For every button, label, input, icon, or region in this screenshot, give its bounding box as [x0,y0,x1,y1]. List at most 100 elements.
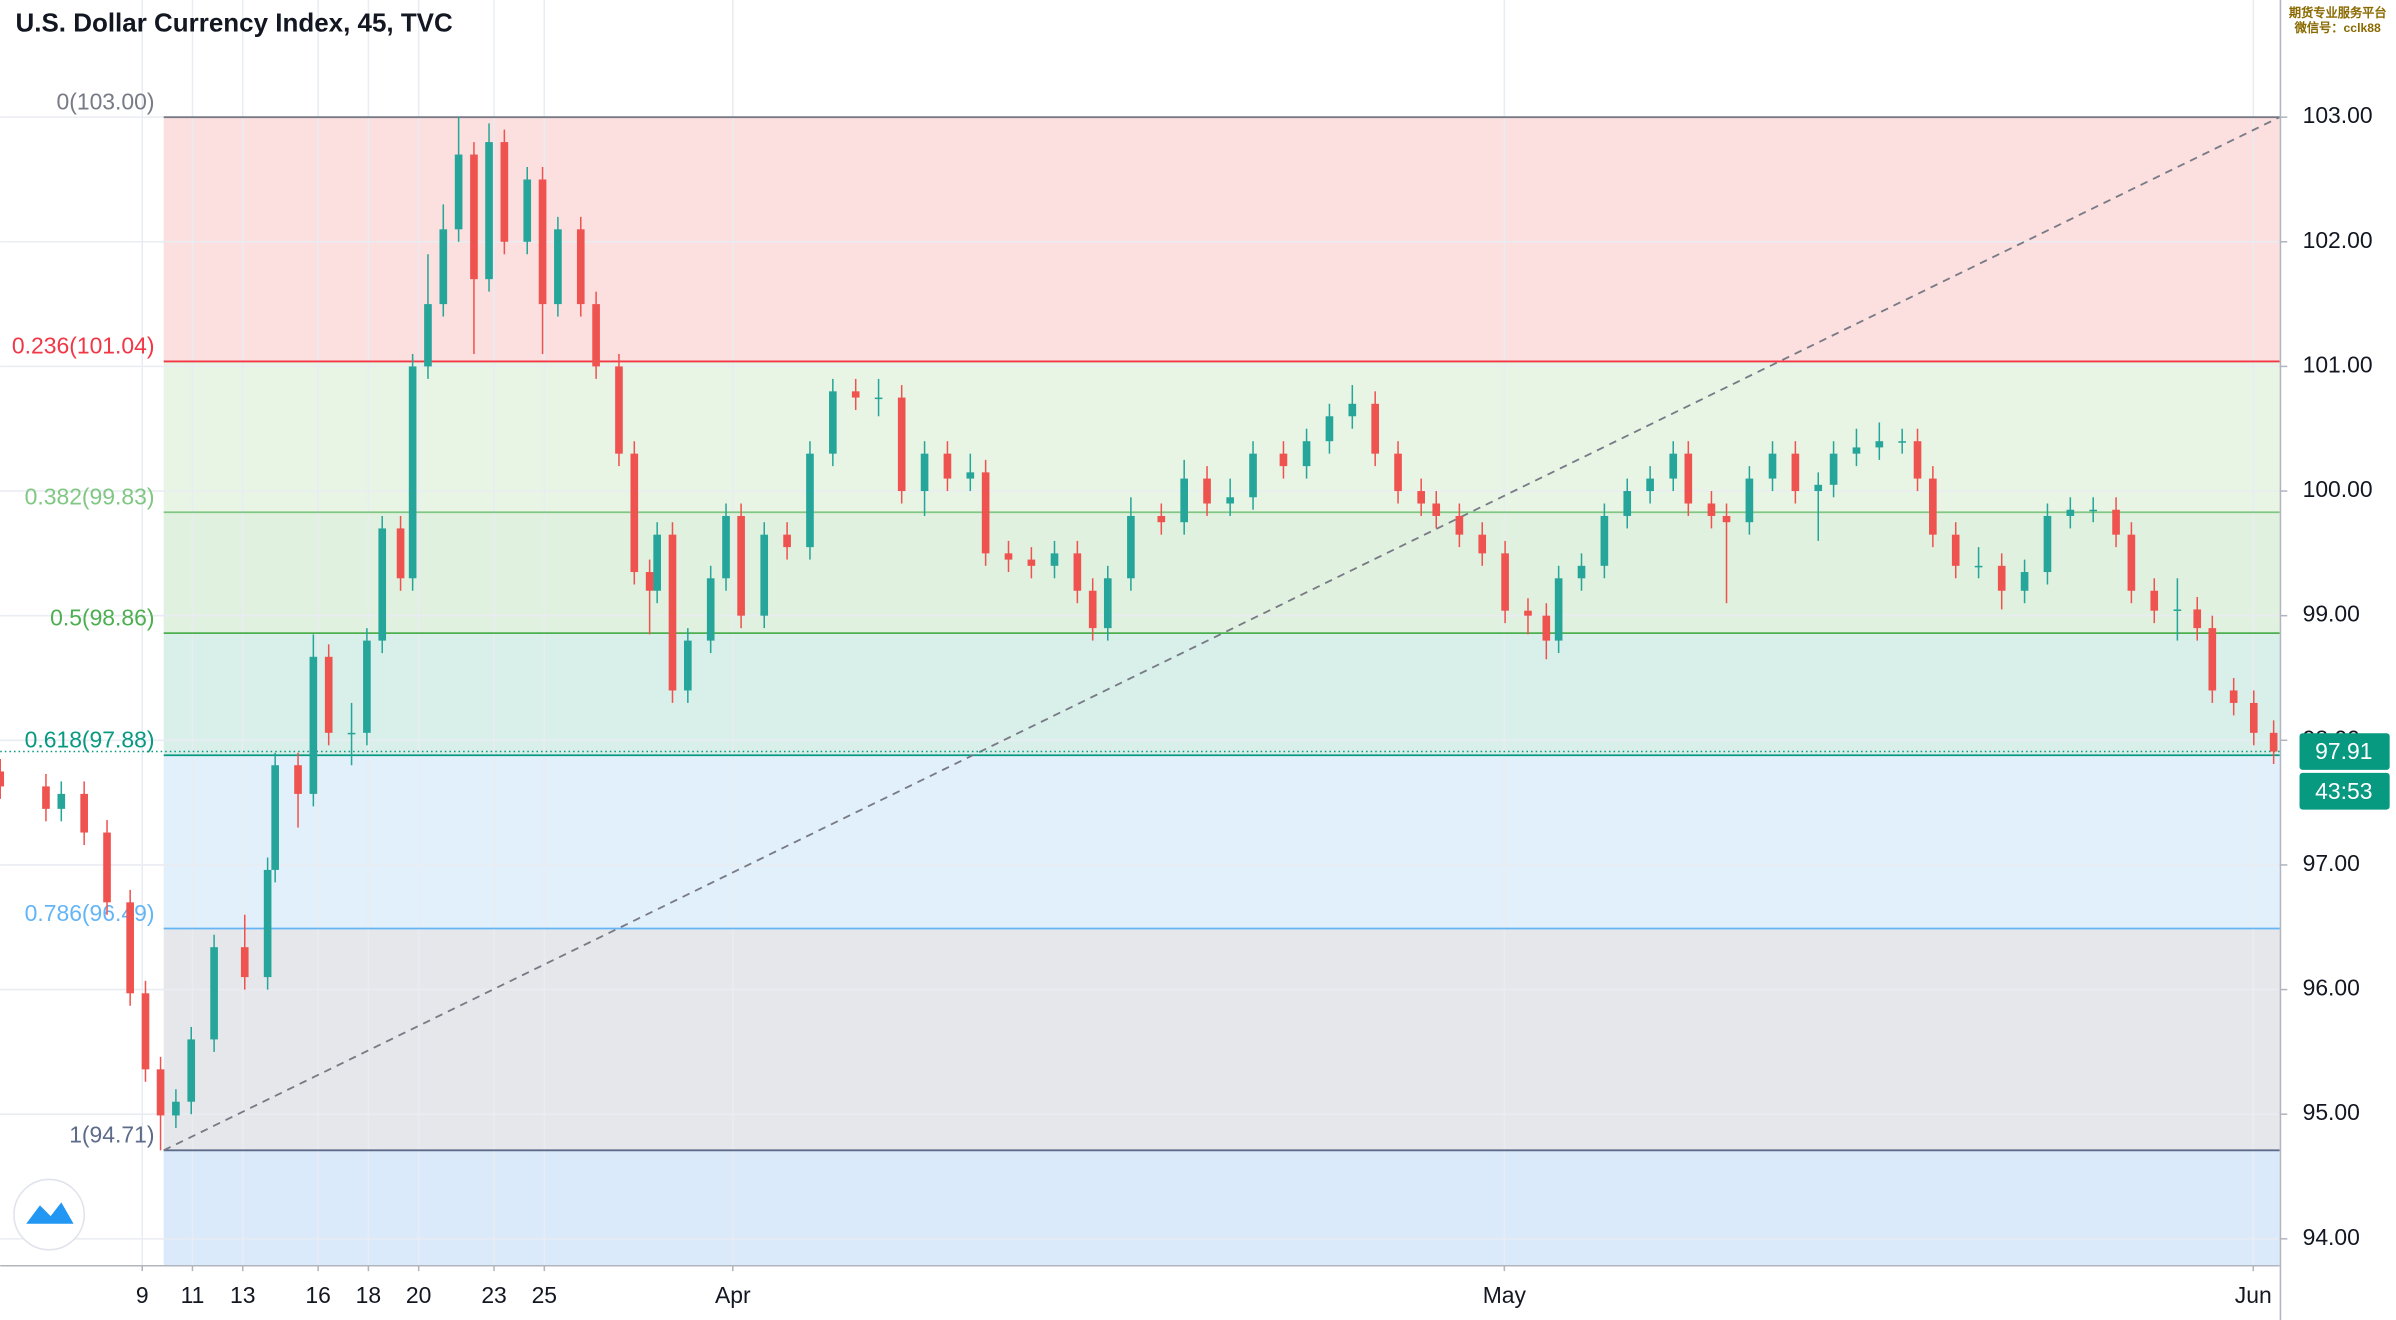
candle-body [271,765,279,870]
x-tick-label: 20 [406,1282,431,1308]
candle-body [2043,515,2052,573]
candle-body [378,528,387,641]
candle-body [2089,509,2098,512]
candle-body [1157,515,1166,523]
candle-body [1417,491,1425,504]
candle-body [1103,578,1112,629]
candle-body [1226,497,1234,504]
candle-body [1684,453,1693,504]
candle-body [851,391,860,398]
candle-body [1669,453,1678,479]
candle-body [1542,615,1551,641]
x-tick-label: Jun [2235,1282,2272,1308]
candle-body [1249,453,1257,498]
candle-body [1127,515,1135,579]
candle-body [1997,565,2006,591]
candle-body [966,472,975,479]
candle-body [1180,478,1188,523]
candle-body [1722,515,1731,523]
fib-zone [163,755,2280,929]
last-price-label: 97.91 [2315,738,2372,764]
x-tick-label: May [1483,1282,1527,1308]
candle-body [80,793,88,833]
candle-body [1478,534,1487,554]
candle-body [347,732,356,735]
candle-body [57,793,66,809]
y-tick-label: 103.00 [2303,102,2373,128]
candle-body [920,453,929,492]
candle-body [500,142,509,242]
candle-body [2127,534,2136,591]
fib-zone [163,512,2280,634]
candle-body [141,993,150,1070]
candle-body [309,656,318,794]
candle-body [630,453,639,573]
candle-body [722,515,730,579]
last-price-box [2299,733,2390,770]
candle-body [1455,515,1464,535]
candle-body [1554,578,1563,641]
candle-body [408,366,417,579]
y-tick-label: 94.00 [2303,1224,2360,1250]
candle-body [829,391,837,454]
x-tick-label: 16 [305,1282,330,1308]
logo-mark[interactable] [26,1202,74,1224]
candle-body [172,1101,180,1116]
candle-body [523,179,532,242]
candle-body [2150,590,2159,611]
candle-body [2208,628,2217,691]
candle-body [485,142,493,280]
candle-body [1768,453,1777,479]
y-tick-label: 95.00 [2303,1099,2360,1125]
candle-body [1600,515,1609,566]
trend-line [163,116,2281,1152]
candle-body [1791,453,1800,492]
candle-body [2112,509,2120,535]
candle-body [1951,534,1960,566]
fib-label: 1(94.71) [69,1122,154,1148]
x-tick-label: 25 [532,1282,557,1308]
watermark: 期货专业服务平台 [2289,5,2387,20]
candle-body [2066,509,2075,516]
candle-body [943,453,952,479]
candle-body [737,515,745,616]
y-tick-label: 100.00 [2303,476,2373,502]
candle-body [1524,610,1532,616]
candle-body [396,528,405,579]
candle-body [103,832,111,903]
x-tick-label: 13 [230,1282,255,1308]
candle-body [538,179,547,305]
candle-body [2249,702,2258,733]
fib-zone [163,361,2280,513]
candle-body [1875,441,1884,448]
x-tick-label: Apr [715,1282,751,1308]
fib-label: 0(103.00) [56,88,154,114]
candle-body [294,765,302,794]
candle-body [1203,478,1211,504]
candle-body [1302,441,1311,467]
candle-body [615,366,623,454]
candles [0,117,2278,1151]
candle-body [42,786,50,809]
candle-body [263,869,272,978]
fib-zone [163,633,2280,756]
candle-body [1913,441,1922,479]
candle-body [706,578,715,641]
candle-body [1745,478,1754,523]
x-tick-label: 23 [481,1282,506,1308]
candle-body [684,640,692,691]
candle-body [576,229,585,305]
candle-body [1432,503,1441,516]
candle-body [0,771,5,787]
candle-body [1814,484,1823,492]
fib-label: 0.5(98.86) [50,604,154,630]
fib-zones [163,117,2280,1265]
candle-body [1929,478,1937,535]
logo[interactable] [13,1178,86,1251]
candle-body [2173,609,2182,611]
candle-body [668,534,677,691]
logo-circle[interactable] [13,1178,86,1251]
fib-zone [163,928,2280,1151]
